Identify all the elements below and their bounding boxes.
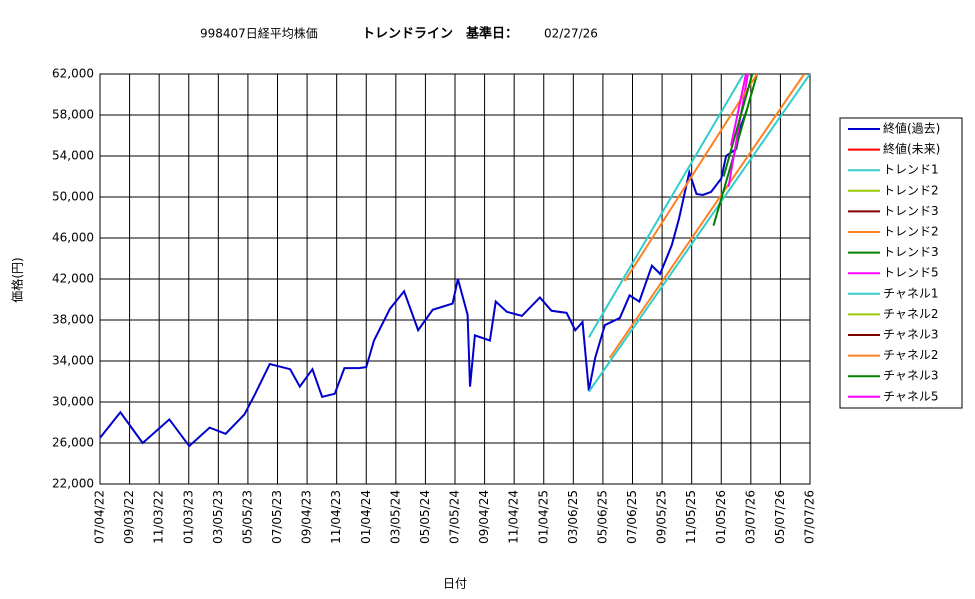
x-tick-label: 07/05/23 — [270, 490, 284, 544]
x-tick-label: 07/07/26 — [803, 490, 817, 544]
base-date: 02/27/26 — [544, 27, 598, 41]
x-tick-label: 05/05/23 — [240, 490, 254, 544]
legend — [839, 117, 963, 409]
series-line — [722, 74, 754, 177]
y-tick-label: 34,000 — [52, 354, 94, 368]
legend-label: トレンド5 — [883, 266, 939, 280]
y-tick-label: 42,000 — [52, 272, 94, 286]
legend-label: 終値(過去) — [883, 121, 940, 136]
series-line — [729, 74, 747, 146]
x-tick-label: 03/06/25 — [566, 490, 580, 544]
x-tick-label: 07/05/24 — [448, 490, 462, 544]
x-tick-label: 01/05/26 — [714, 490, 728, 544]
y-tick-label: 54,000 — [52, 149, 94, 163]
y-tick-label: 50,000 — [52, 190, 94, 204]
x-axis-label: 日付 — [443, 577, 467, 591]
x-tick-label: 03/05/23 — [211, 490, 225, 544]
x-tick-label: 09/05/25 — [655, 490, 669, 544]
y-tick-label: 26,000 — [52, 436, 94, 450]
x-tick-label: 03/07/26 — [743, 490, 757, 544]
x-tick-label: 11/03/22 — [152, 490, 166, 544]
legend-label: トレンド3 — [883, 204, 939, 218]
x-tick-label: 05/06/25 — [595, 490, 609, 544]
legend-label: トレンド2 — [883, 183, 939, 197]
x-tick-label: 11/04/23 — [329, 490, 343, 544]
y-tick-label: 62,000 — [52, 67, 94, 81]
y-tick-label: 58,000 — [52, 108, 94, 122]
x-tick-label: 05/07/26 — [773, 490, 787, 544]
legend-label: チャネル3 — [883, 328, 939, 342]
series-line — [100, 109, 748, 448]
y-axis-label: 価格(円) — [10, 257, 25, 302]
legend-label: チャネル2 — [883, 307, 939, 321]
series-line — [608, 74, 806, 359]
y-tick-label: 30,000 — [52, 395, 94, 409]
x-tick-label: 07/04/22 — [93, 490, 107, 544]
x-tick-label: 05/05/24 — [418, 490, 432, 544]
chart-subtitle: トレンドライン 基準日： — [362, 26, 518, 42]
x-tick-label: 01/03/23 — [181, 490, 195, 544]
legend-label: トレンド2 — [883, 225, 939, 239]
legend-label: トレンド3 — [883, 245, 939, 259]
y-tick-label: 46,000 — [52, 231, 94, 245]
x-tick-label: 07/06/25 — [625, 490, 639, 544]
legend-label: チャネル1 — [883, 286, 939, 300]
legend-label: チャネル3 — [883, 369, 939, 383]
x-tick-label: 09/04/24 — [477, 490, 491, 544]
x-tick-label: 03/05/24 — [388, 490, 402, 544]
x-tick-label: 09/04/23 — [300, 490, 314, 544]
y-tick-label: 38,000 — [52, 313, 94, 327]
legend-label: 終値(未来) — [883, 141, 940, 156]
x-tick-label: 09/03/22 — [122, 490, 136, 544]
x-tick-label: 11/04/24 — [507, 490, 521, 544]
series-line — [588, 74, 810, 393]
legend-label: チャネル5 — [883, 389, 939, 403]
y-tick-label: 22,000 — [52, 477, 94, 491]
legend-label: トレンド1 — [883, 163, 939, 177]
x-tick-label: 11/05/25 — [684, 490, 698, 544]
chart-title: 998407日経平均株価 — [200, 26, 318, 41]
legend-label: チャネル2 — [883, 348, 939, 362]
series-line — [587, 74, 745, 338]
series-line — [623, 74, 758, 282]
x-tick-label: 01/04/24 — [359, 490, 373, 544]
x-tick-label: 01/04/25 — [536, 490, 550, 544]
